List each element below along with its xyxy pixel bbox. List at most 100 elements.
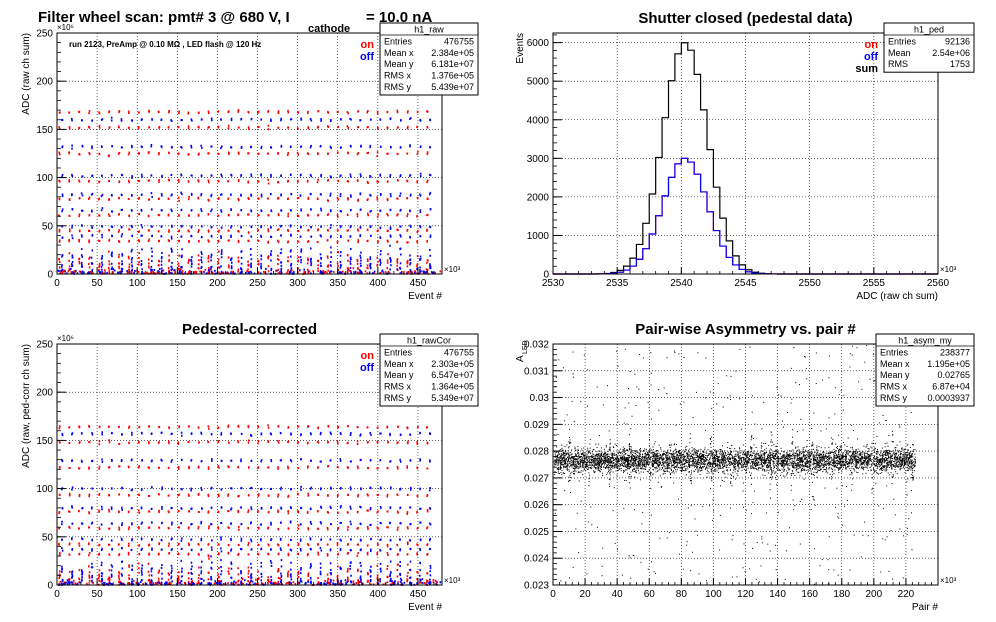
- point-baseline: [183, 582, 186, 585]
- point-asym: [575, 460, 577, 462]
- point-off: [120, 458, 123, 461]
- point-off: [101, 271, 104, 274]
- point-off: [369, 258, 372, 261]
- point-on: [237, 197, 240, 200]
- point-asym: [786, 452, 788, 454]
- point-asym: [568, 469, 570, 471]
- point-on: [217, 511, 220, 514]
- point-on: [277, 580, 280, 583]
- point-off: [151, 260, 153, 263]
- point-off: [110, 522, 113, 525]
- point-off: [71, 548, 73, 551]
- point-on: [167, 267, 170, 270]
- point-baseline: [111, 271, 114, 274]
- point-on: [356, 527, 359, 530]
- point-on: [297, 441, 299, 444]
- point-on: [306, 543, 309, 546]
- point-on: [386, 565, 389, 568]
- point-on: [377, 527, 379, 530]
- point-off: [60, 546, 63, 549]
- point-on: [287, 180, 289, 183]
- point-on: [287, 570, 290, 573]
- point-off: [429, 235, 432, 238]
- point-on: [68, 179, 70, 182]
- point-baseline: [332, 579, 335, 582]
- point-baseline: [413, 271, 416, 274]
- x-tick-label: 200: [209, 278, 226, 289]
- point-on: [277, 553, 280, 556]
- point-on: [138, 526, 140, 529]
- point-off: [200, 174, 203, 177]
- point-on: [376, 426, 379, 429]
- point-on: [376, 564, 379, 567]
- point-baseline: [151, 269, 153, 272]
- point-baseline: [290, 268, 293, 271]
- point-on: [277, 509, 279, 512]
- point-off: [409, 117, 412, 120]
- point-off: [409, 117, 411, 120]
- point-baseline: [304, 582, 307, 585]
- stats-key: Entries: [384, 347, 413, 357]
- point-off: [260, 234, 262, 237]
- point-on: [177, 571, 180, 574]
- point-asym: [638, 457, 640, 459]
- point-asym: [734, 461, 736, 463]
- point-on: [138, 180, 141, 183]
- point-on: [158, 526, 161, 529]
- point-on: [197, 465, 200, 468]
- point-asym: [601, 453, 603, 455]
- point-asym: [798, 461, 800, 463]
- point-off: [309, 581, 312, 584]
- point-on: [397, 213, 399, 216]
- point-off: [300, 117, 302, 120]
- point-on: [128, 215, 131, 218]
- stats-key: Mean: [888, 48, 911, 58]
- point-off: [319, 145, 322, 148]
- point-baseline: [164, 581, 167, 584]
- point-on: [326, 199, 329, 202]
- point-on: [406, 580, 408, 583]
- point-on: [297, 256, 300, 259]
- point-baseline: [373, 270, 376, 273]
- point-baseline: [387, 272, 390, 275]
- point-baseline: [149, 580, 151, 583]
- point-on: [387, 553, 389, 556]
- point-asym: [764, 463, 766, 465]
- point-asym: [746, 455, 748, 457]
- point-on: [108, 260, 110, 263]
- point-on: [98, 573, 100, 576]
- point-on: [327, 528, 329, 531]
- point-off: [190, 487, 193, 490]
- point-on: [138, 252, 140, 255]
- point-baseline: [319, 582, 321, 585]
- point-on: [88, 425, 91, 428]
- point-on: [307, 229, 310, 232]
- point-on: [346, 570, 349, 573]
- point-off: [239, 547, 242, 550]
- point-baseline: [135, 582, 138, 585]
- point-asym: [873, 461, 875, 463]
- point-baseline: [126, 269, 128, 272]
- point-off: [91, 233, 94, 236]
- point-on: [257, 570, 259, 573]
- point-on: [277, 441, 280, 444]
- point-off: [81, 235, 83, 238]
- point-on: [98, 153, 101, 156]
- point-on: [267, 240, 270, 243]
- point-on: [367, 198, 369, 201]
- point-baseline: [215, 272, 218, 275]
- point-on: [267, 228, 270, 231]
- point-on: [58, 266, 61, 269]
- point-on: [327, 269, 329, 272]
- point-off: [131, 248, 133, 251]
- point-on: [397, 467, 399, 470]
- point-on: [58, 228, 61, 231]
- point-on: [88, 467, 90, 470]
- point-on: [168, 442, 170, 445]
- point-asym: [780, 463, 782, 465]
- point-off: [270, 175, 272, 178]
- point-baseline: [86, 582, 88, 585]
- point-on: [237, 466, 239, 469]
- point-on: [277, 112, 280, 115]
- stats-value: 476755: [444, 347, 474, 357]
